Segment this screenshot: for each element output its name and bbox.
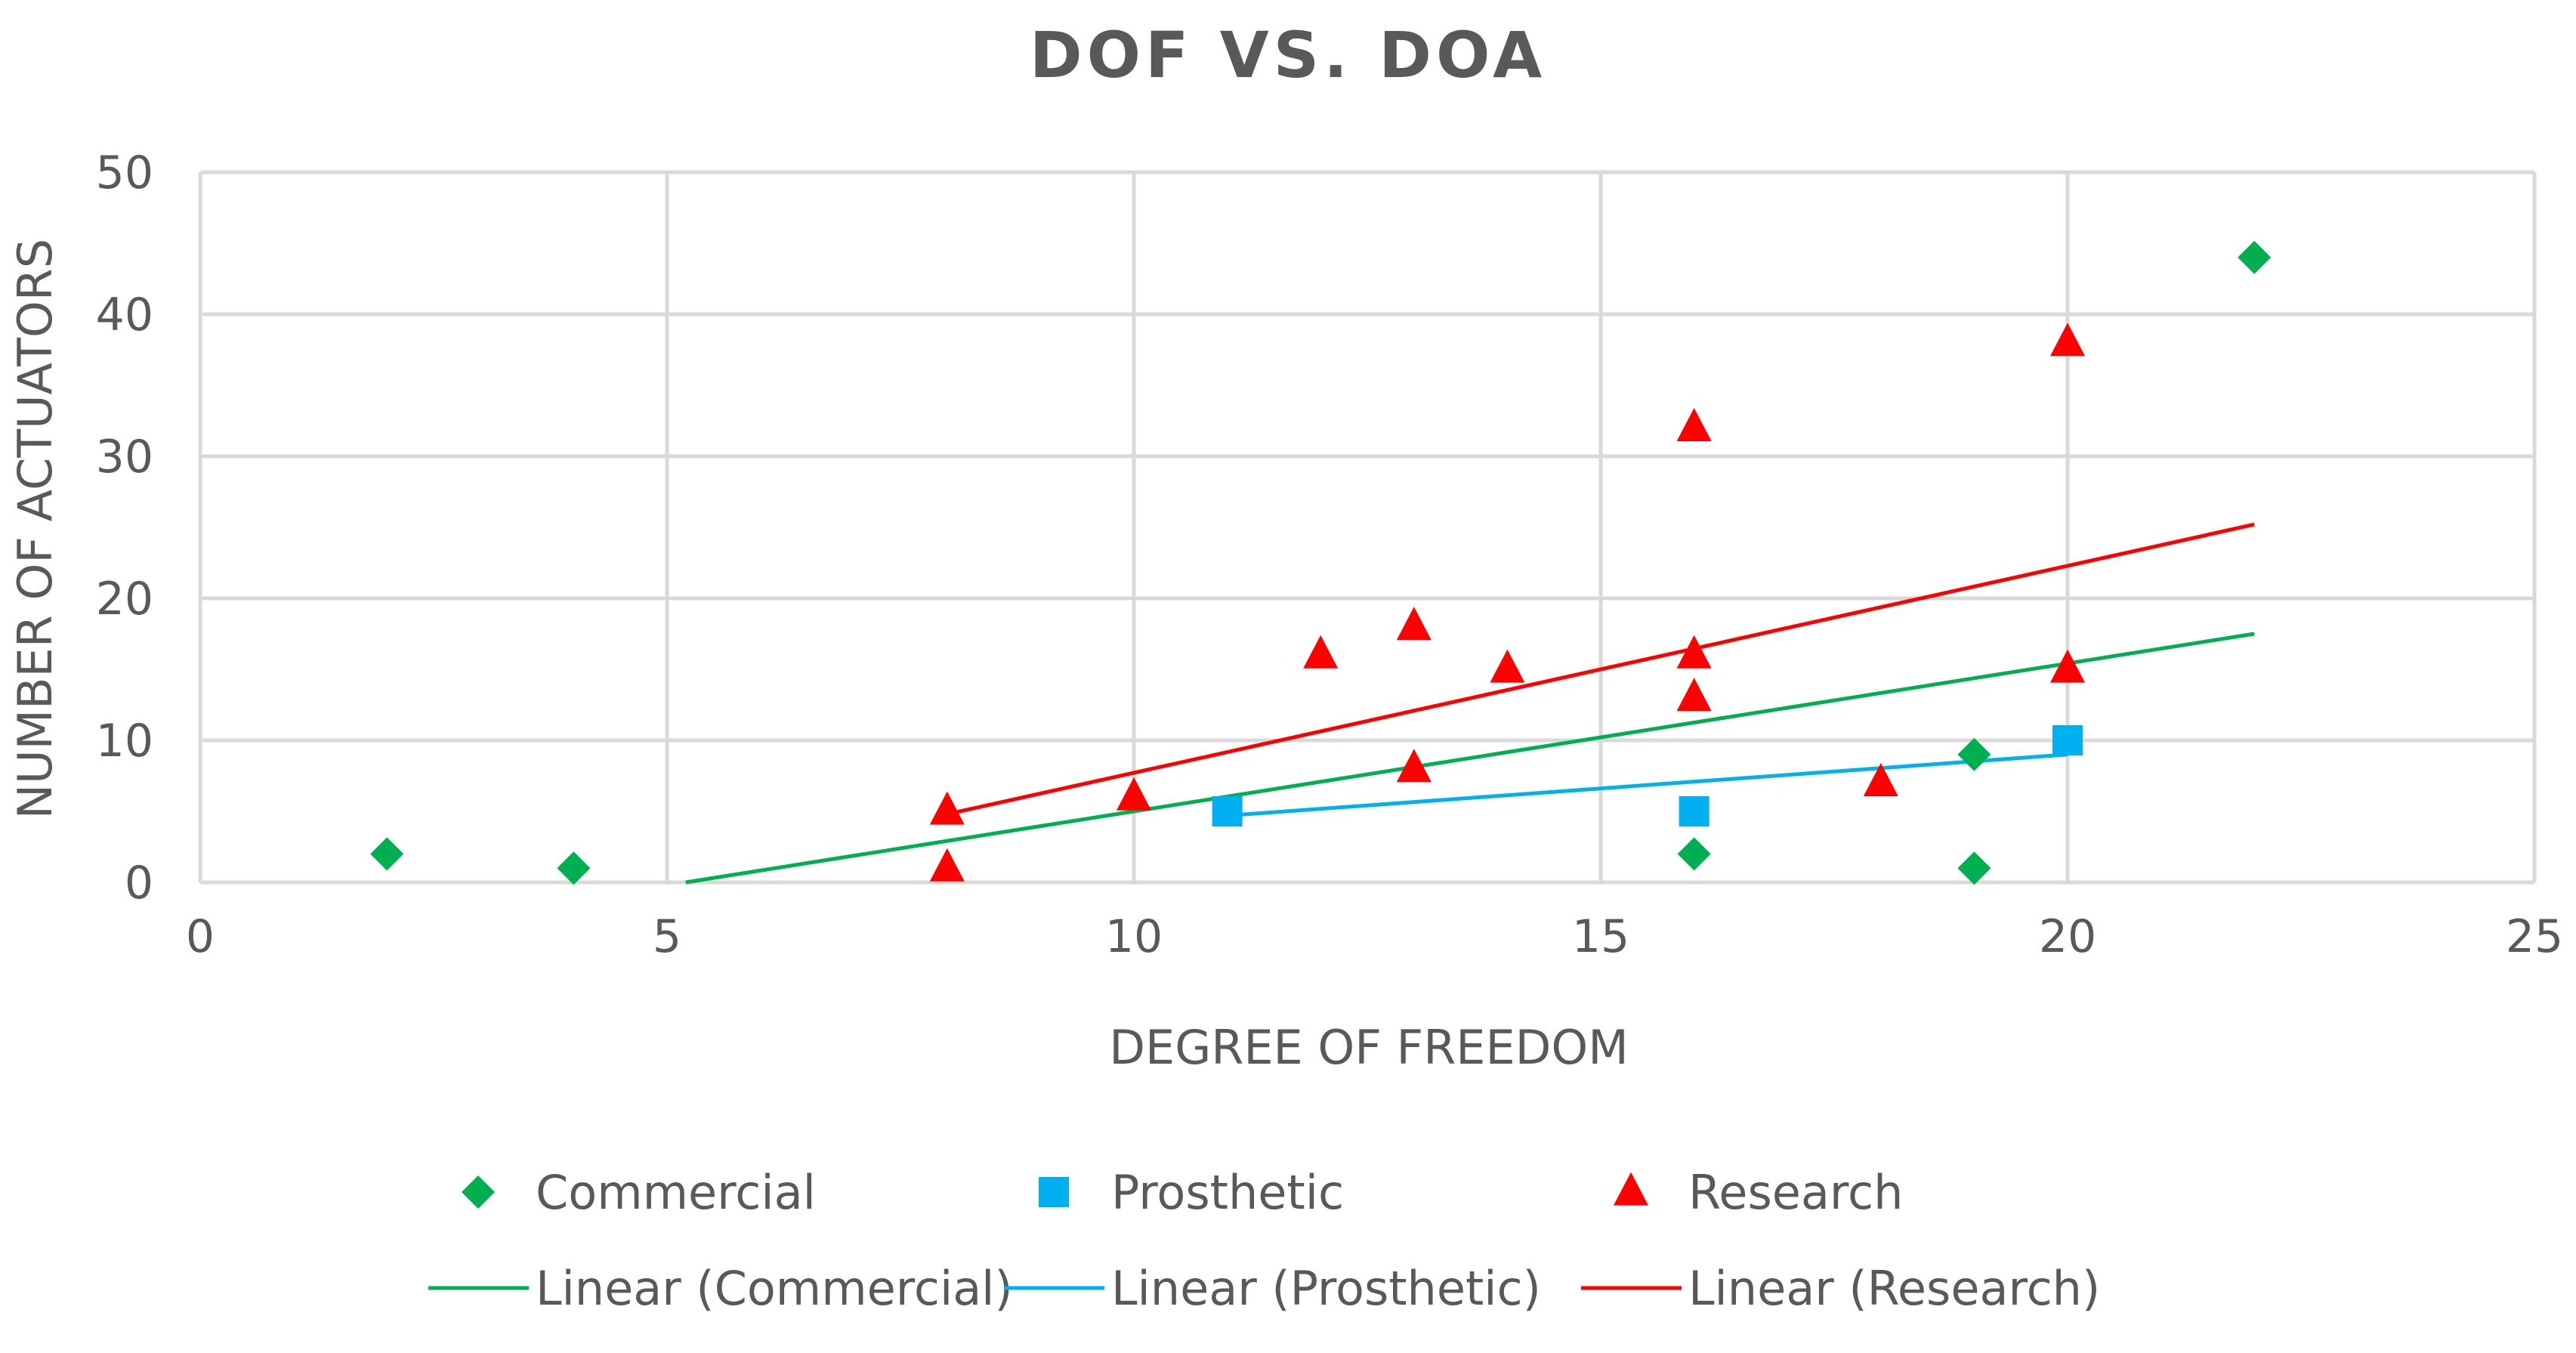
- commercial-point: [1957, 737, 1991, 771]
- linear-commercial-trendline: [685, 632, 2255, 885]
- research-point: [1863, 763, 1898, 796]
- legend-linear-prosthetic-label: Linear (Prosthetic): [1111, 1261, 1541, 1316]
- linear-prosthetic-trendline: [1227, 752, 2068, 818]
- chart-title: DOF VS. DOA: [1030, 18, 1546, 92]
- commercial-point: [370, 837, 404, 871]
- research-point: [1396, 749, 1432, 783]
- research-point: [929, 791, 965, 825]
- legend-research-marker: [1614, 1172, 1648, 1206]
- legend-prosthetic-label: Prosthetic: [1111, 1165, 1344, 1220]
- x-tick-label: 25: [2506, 910, 2563, 963]
- legend: Commercial Prosthetic Research Linear (Comm…: [428, 1165, 2100, 1316]
- y-tick-label: 10: [96, 715, 153, 768]
- legend-linear-commercial-label: Linear (Commercial): [536, 1261, 1013, 1316]
- trendlines: [685, 522, 2255, 885]
- legend-linear-research-label: Linear (Research): [1688, 1261, 2100, 1316]
- legend-prosthetic-marker: [1039, 1177, 1069, 1207]
- research-point: [1676, 408, 1712, 441]
- prosthetic-point: [1212, 796, 1243, 826]
- research-point: [2050, 649, 2085, 683]
- y-tick-label: 0: [125, 857, 153, 910]
- y-tick-label: 20: [96, 573, 153, 626]
- x-tick-label: 20: [2039, 910, 2096, 963]
- legend-commercial-label: Commercial: [536, 1165, 816, 1220]
- y-tick-label: 50: [96, 147, 153, 199]
- research-point: [1676, 678, 1712, 712]
- gridlines: [198, 170, 2537, 885]
- x-tick-label: 15: [1572, 910, 1629, 963]
- research-point: [1303, 635, 1339, 669]
- x-tick-label: 5: [653, 910, 681, 963]
- x-tick-label: 0: [186, 910, 215, 963]
- research-point: [929, 848, 965, 882]
- legend-research-label: Research: [1688, 1165, 1903, 1220]
- x-tick-label: 10: [1105, 910, 1163, 963]
- research-point: [1396, 607, 1432, 641]
- axis-ticks: 0 5 10 15 20 25 0 10 20 30 40 50: [96, 147, 2564, 963]
- prosthetic-point: [2052, 725, 2083, 755]
- research-point: [2050, 323, 2085, 357]
- commercial-point: [2238, 240, 2272, 274]
- y-tick-label: 30: [96, 431, 153, 483]
- legend-commercial-marker: [462, 1175, 495, 1209]
- prosthetic-point: [1679, 796, 1710, 826]
- research-point: [1490, 649, 1525, 683]
- commercial-point: [1677, 837, 1711, 871]
- commercial-point: [1957, 851, 1991, 885]
- y-axis-label: NUMBER OF ACTUATORS: [8, 239, 63, 820]
- y-tick-label: 40: [96, 289, 153, 341]
- research-point: [1676, 635, 1712, 669]
- data-points: [370, 240, 2272, 885]
- commercial-point: [557, 851, 591, 885]
- research-point: [1117, 777, 1151, 811]
- linear-research-trendline: [947, 522, 2255, 817]
- x-axis-label: DEGREE OF FREEDOM: [1109, 1020, 1628, 1075]
